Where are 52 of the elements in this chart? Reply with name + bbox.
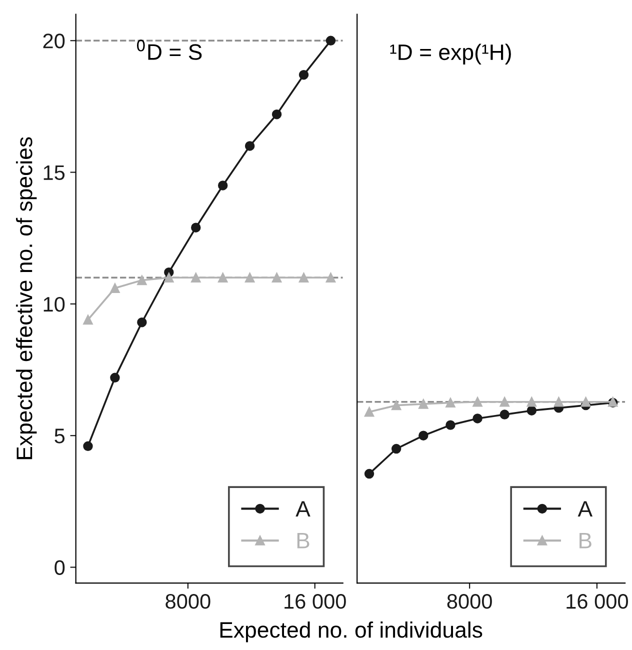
point	[446, 420, 456, 430]
point	[164, 272, 174, 282]
point	[418, 399, 428, 409]
point	[191, 272, 201, 282]
point	[446, 398, 456, 408]
y-tick-label: 20	[43, 34, 65, 48]
point	[83, 314, 93, 325]
point	[500, 410, 510, 420]
point	[298, 272, 309, 282]
y-tick-label: 15	[44, 166, 65, 180]
point	[391, 444, 402, 454]
y-tick-label: 5	[54, 428, 65, 444]
legend-label: A	[296, 501, 310, 516]
point	[326, 272, 336, 282]
point	[580, 397, 591, 407]
point	[83, 441, 93, 451]
y-tick-label: 0	[54, 560, 65, 576]
x-axis-title: Expected no. of individuals	[220, 621, 482, 642]
annotation: $^{0}$D = S	[136, 40, 202, 60]
point	[418, 430, 428, 440]
point	[272, 109, 282, 120]
point	[500, 397, 510, 407]
point	[244, 272, 255, 282]
point	[137, 318, 147, 328]
annotation: ¹D = exp(¹H)	[390, 44, 511, 64]
point	[391, 400, 402, 410]
point	[218, 272, 228, 282]
x-tick-label: 16 000	[284, 594, 346, 609]
point	[218, 180, 228, 190]
y-axis-title: Expected effective no. of species	[16, 137, 37, 460]
x-tick-label: 16 000	[566, 594, 628, 609]
y-tick-label: 10	[44, 296, 65, 312]
legend-label: B	[297, 533, 310, 548]
point	[554, 397, 564, 407]
x-tick-label: 8000	[166, 594, 210, 609]
point	[472, 397, 482, 407]
point	[191, 222, 201, 232]
point	[326, 36, 336, 46]
point	[526, 397, 537, 407]
legend-label: B	[580, 533, 592, 548]
legend-label: A	[578, 501, 593, 516]
point	[110, 372, 120, 383]
point	[244, 141, 255, 151]
point	[364, 468, 374, 479]
point	[110, 283, 120, 294]
point	[364, 407, 374, 417]
point	[298, 70, 309, 80]
point	[472, 414, 482, 424]
x-tick-label: 8000	[447, 594, 492, 609]
point	[137, 275, 147, 286]
point	[526, 406, 537, 416]
point	[272, 272, 282, 282]
